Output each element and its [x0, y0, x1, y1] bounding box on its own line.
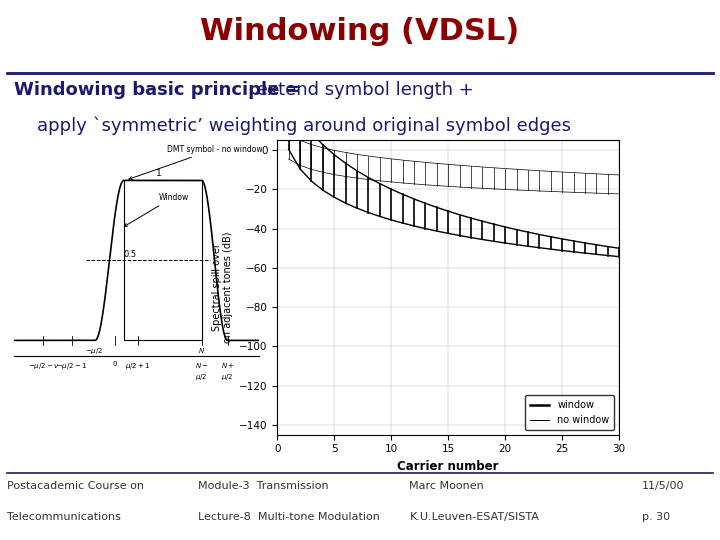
Text: K.U.Leuven-ESAT/SISTA: K.U.Leuven-ESAT/SISTA: [410, 512, 539, 523]
Text: Marc Moonen: Marc Moonen: [410, 482, 484, 491]
Text: Window: Window: [125, 193, 189, 226]
Text: $N$: $N$: [198, 346, 205, 355]
Y-axis label: Spectral spill over
on adjacent tones (dB): Spectral spill over on adjacent tones (d…: [212, 232, 233, 343]
Text: Lecture-8  Multi-tone Modulation: Lecture-8 Multi-tone Modulation: [198, 512, 379, 523]
Text: apply `symmetric’ weighting around original symbol edges: apply `symmetric’ weighting around origi…: [14, 116, 571, 134]
Bar: [124, 180, 202, 340]
Text: $-\mu/2$: $-\mu/2$: [84, 346, 103, 356]
Text: extend symbol length +: extend symbol length +: [251, 81, 473, 99]
Text: 1: 1: [156, 168, 161, 178]
Text: Windowing (VDSL): Windowing (VDSL): [200, 17, 520, 46]
Text: DMT symbol - no window: DMT symbol - no window: [129, 145, 263, 180]
Text: Module-3  Transmission: Module-3 Transmission: [198, 482, 328, 491]
Legend: window, no window: window, no window: [525, 395, 614, 430]
Text: 0.5: 0.5: [124, 250, 137, 259]
X-axis label: Carrier number: Carrier number: [397, 460, 499, 473]
Text: 11/5/00: 11/5/00: [642, 482, 685, 491]
Text: Postacademic Course on: Postacademic Course on: [7, 482, 144, 491]
Text: p. 30: p. 30: [642, 512, 670, 523]
Text: Telecommunications: Telecommunications: [7, 512, 121, 523]
Text: Windowing basic principle =: Windowing basic principle =: [14, 81, 301, 99]
